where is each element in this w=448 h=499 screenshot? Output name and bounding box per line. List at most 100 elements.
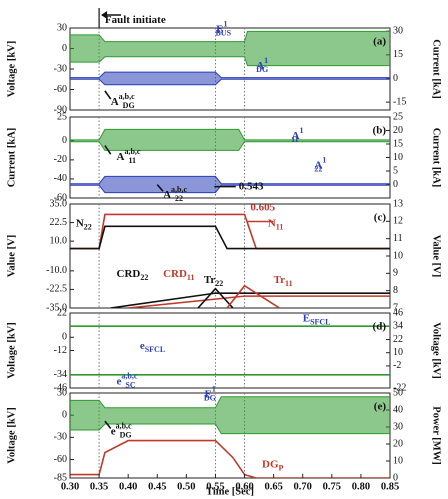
- label-sub: DG: [256, 65, 268, 74]
- label-main: Tr: [274, 273, 286, 285]
- series-label: eSFCL: [140, 340, 165, 354]
- y-tick-label: 22.5: [50, 217, 68, 228]
- y2-tick-label: -2: [393, 360, 401, 371]
- y-tick-label: -30: [54, 63, 67, 74]
- label-sub: DG: [204, 393, 216, 402]
- y2-tick-label: 11: [393, 233, 403, 244]
- plot-area: [70, 325, 390, 376]
- series-label: ESFCL: [303, 312, 331, 326]
- label-main: E: [204, 388, 211, 400]
- y-tick-label: -20: [54, 154, 67, 165]
- plot-frame: [69, 392, 391, 479]
- y2-tick-label: 15: [393, 138, 403, 149]
- series-line: [226, 284, 280, 308]
- y2-tick-label: 10: [393, 250, 403, 261]
- label-sub: DG: [120, 430, 132, 439]
- series-label: N11: [268, 217, 284, 231]
- oscillation-band: [70, 129, 390, 151]
- y-tick-label: 25: [57, 111, 67, 122]
- series-label: Tr22: [204, 273, 223, 287]
- label-sup: 1: [300, 126, 304, 135]
- label-sub: 11: [276, 222, 284, 231]
- y-tick-label: -22.5: [46, 284, 67, 295]
- panel: -90 -60 -30 0 30 -15 0 15 30 Voltage [kV] Current …: [6, 8, 442, 115]
- y-axis-label: Value [V]: [6, 235, 17, 278]
- panel-label: (c): [374, 212, 387, 224]
- y2-tick-label: 7: [393, 302, 398, 313]
- y2-tick-label: 22: [393, 334, 403, 345]
- y2-tick-label: 30: [393, 25, 403, 36]
- y-tick-label: 22: [57, 307, 67, 318]
- y2-tick-label: 15: [393, 49, 403, 60]
- y2-tick-label: -15: [393, 96, 406, 107]
- y2-axis-label: Value [V]: [431, 235, 442, 278]
- y-tick-label: -12: [54, 345, 67, 356]
- series-label: 0.605: [250, 201, 275, 213]
- series-line: [104, 145, 112, 155]
- series-label: CRD22: [117, 267, 149, 281]
- label-sub: 22: [215, 279, 223, 288]
- y-axis-label: Voltage [kV]: [6, 41, 17, 97]
- y2-tick-label: 20: [393, 438, 403, 449]
- label-main: e: [117, 375, 122, 387]
- y-tick-label: 35.0: [50, 198, 68, 209]
- y2-tick-label: 30: [393, 421, 403, 432]
- y2-tick-label: 40: [393, 404, 403, 415]
- envelope-lower: [70, 184, 390, 194]
- label-main: A: [111, 95, 119, 107]
- label-sub: SFCL: [145, 345, 165, 354]
- label-sup: a,b,c: [116, 421, 132, 430]
- label-sup: 1: [223, 19, 227, 28]
- oscillation-band: [70, 176, 390, 193]
- series-line: [128, 295, 390, 308]
- y2-tick-label: 0: [393, 472, 398, 483]
- y2-tick-label: 9: [393, 268, 398, 279]
- label-main: Fault initiate: [105, 13, 166, 25]
- label-main: A: [256, 59, 264, 71]
- label-sub: 11: [291, 135, 299, 144]
- panel: -85 -60 -30 0 30 0 10 20 30 40 50 Voltage [kV] Power…: [6, 384, 441, 497]
- series-line: [70, 71, 390, 79]
- label-sup: a,b,c: [121, 371, 137, 380]
- label-sub: SFCL: [310, 317, 330, 326]
- x-tick-label: 0.65: [264, 481, 282, 492]
- y2-axis-label: Current [kA]: [431, 128, 442, 188]
- label-sub: 22: [175, 194, 183, 203]
- plot-area: [70, 128, 390, 194]
- series-label: 0.543: [239, 180, 264, 192]
- panel: -35.0 -22.5 -10.0 10.0 22.5 35.0 7 8 9 10 11 12 13 Va…: [6, 198, 441, 313]
- series-label: Fault initiate: [105, 13, 166, 25]
- x-tick-label: 0.55: [206, 481, 224, 492]
- y-axis-label: Voltage [kV]: [6, 407, 17, 463]
- label-main: A: [117, 151, 125, 163]
- y-tick-label: -60: [54, 454, 67, 465]
- series-line: [70, 213, 390, 250]
- envelope-lower: [70, 423, 390, 435]
- label-main: E: [303, 312, 310, 324]
- label-sup: 1: [212, 384, 216, 393]
- label-sub: 11: [187, 273, 195, 282]
- series-label: A1 22: [314, 155, 326, 173]
- x-tick-label: 0.35: [90, 481, 108, 492]
- y-tick-label: 0: [62, 135, 67, 146]
- series-line: [156, 184, 164, 192]
- series-label: A1 DG: [256, 56, 268, 74]
- label-sub: P: [279, 463, 284, 472]
- oscillation-band: [70, 72, 390, 85]
- label-sup: 1: [322, 155, 326, 164]
- y-tick-label: -46: [54, 382, 67, 393]
- y-tick-label: 0: [62, 332, 67, 343]
- x-tick-label: 0.50: [177, 481, 195, 492]
- fault-arrow-head: [101, 11, 108, 19]
- envelope-lower: [70, 141, 390, 151]
- y-tick-label: 0: [62, 409, 67, 420]
- y2-tick-label: 25: [393, 111, 403, 122]
- y-tick-label: 0: [62, 43, 67, 54]
- label-sup: a,b,c: [119, 92, 135, 101]
- y2-tick-label: 0: [393, 73, 398, 84]
- label-main: A: [163, 189, 171, 201]
- label-main: Tr: [204, 273, 216, 285]
- series-label: Aa,b,c DG: [111, 92, 135, 110]
- series-label: A1 11: [291, 126, 303, 144]
